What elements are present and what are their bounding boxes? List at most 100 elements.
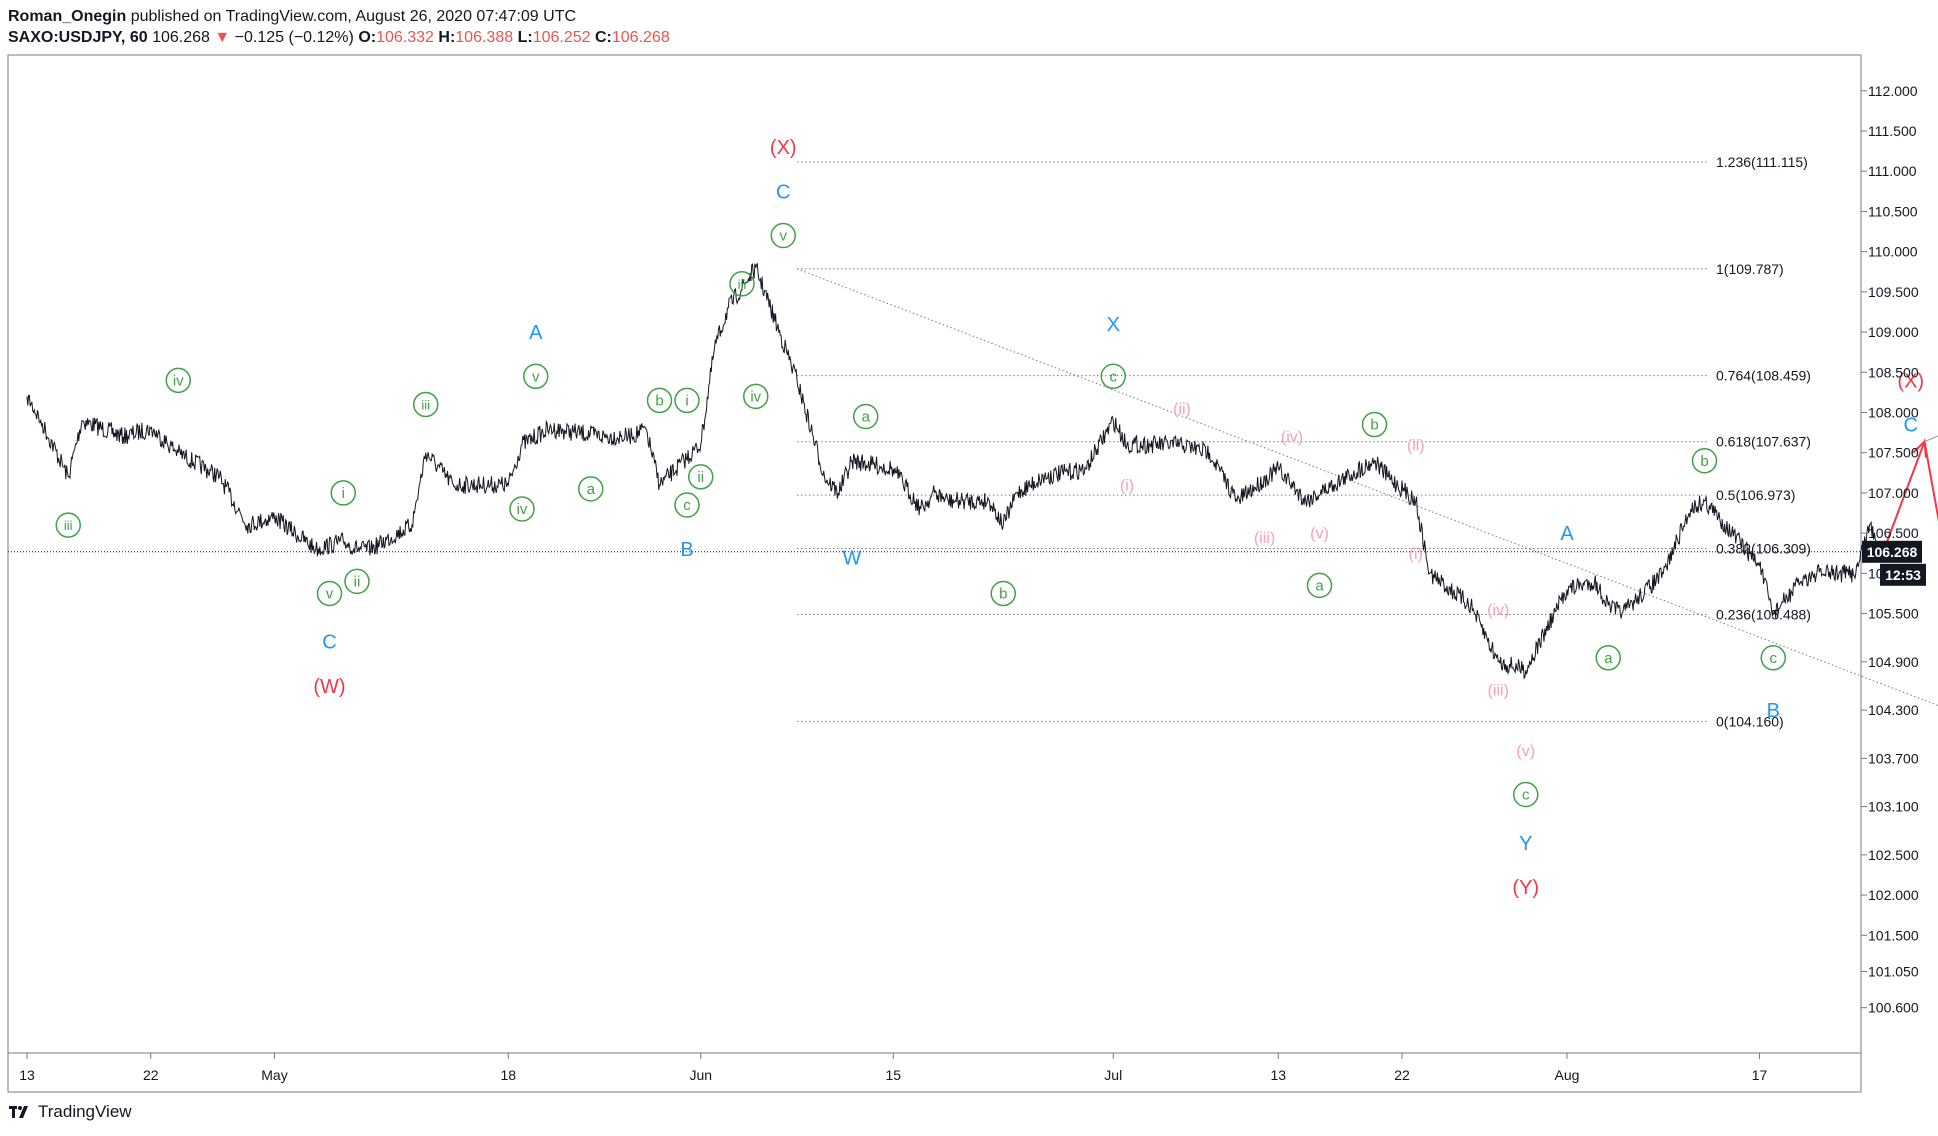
wave-label: (i) [1120, 477, 1134, 494]
publish-line: Roman_Onegin published on TradingView.co… [8, 6, 670, 27]
wave-label-circle [770, 222, 796, 249]
wave-label: (iii) [1254, 530, 1275, 547]
wave-label: b [1370, 417, 1378, 434]
open-value: 106.332 [376, 29, 434, 46]
footer: TradingView [8, 1102, 132, 1122]
chart-header: Roman_Onegin published on TradingView.co… [8, 6, 670, 48]
wave-label: a [1315, 577, 1324, 594]
price-tick-label: 107.000 [1868, 485, 1919, 501]
time-tick-label: 22 [1394, 1067, 1410, 1083]
wave-label: b [1700, 453, 1708, 470]
wave-label: c [1110, 368, 1118, 385]
wave-label: (Y) [1512, 877, 1539, 899]
wave-label: C [322, 632, 336, 654]
price-badges: 106.268 12:53 [1862, 540, 1926, 586]
change-value: −0.125 (−0.12%) [234, 29, 354, 46]
countdown-badge-bg [1880, 563, 1926, 586]
projection-path[interactable] [1882, 437, 1938, 899]
wave-label: (X) [1897, 370, 1924, 392]
wave-label: B [680, 539, 693, 561]
wave-label-circle [1760, 645, 1786, 671]
wave-label: W [843, 547, 862, 569]
wave-label: ii [354, 573, 361, 590]
wave-label: c [683, 497, 691, 514]
projection-arrowhead [1912, 439, 1927, 458]
price-tick-label: 104.900 [1868, 654, 1919, 670]
price-tick-label: 103.700 [1868, 750, 1919, 766]
trendline-group[interactable] [796, 268, 1938, 722]
wave-label: A [529, 322, 543, 344]
published-text: published on TradingView.com, August 26,… [130, 8, 577, 25]
wave-label: iii [64, 518, 73, 533]
time-tick-label: Jul [1104, 1067, 1122, 1083]
price-tick-label: 102.500 [1868, 847, 1919, 863]
wave-label: iii [738, 277, 747, 292]
wave-label: iv [750, 388, 761, 405]
price-tick-label: 100.600 [1868, 1000, 1919, 1016]
change-down-arrow-icon: ▼ [214, 29, 231, 46]
time-tick-label: 18 [500, 1067, 516, 1083]
price-tick-label: 109.000 [1868, 324, 1919, 340]
fib-level-label: 1.236(111.115) [1716, 154, 1808, 170]
wave-label: (i) [1409, 546, 1423, 563]
time-tick-label: 13 [1270, 1067, 1286, 1083]
price-tick-label: 101.050 [1868, 963, 1919, 979]
wave-label-circle [509, 496, 535, 522]
wave-label: c [1522, 787, 1530, 804]
wave-label-circle [729, 271, 755, 297]
author-name[interactable]: Roman_Onegin [8, 8, 127, 25]
wave-label-circle [674, 387, 700, 414]
wave-label: ii [697, 469, 704, 486]
wave-label: C [776, 181, 790, 203]
usdjpy-price-line [26, 262, 1884, 680]
last-price-badge-bg [1862, 540, 1922, 563]
price-axis[interactable]: 112.000 111.500 111.000 110.500 110.000 109.5… [1861, 83, 1919, 1016]
tradingview-logo-icon[interactable] [8, 1104, 32, 1120]
price-tick-label: 110.500 [1868, 203, 1918, 219]
high-value: 106.388 [455, 29, 514, 46]
price-tick-label: 112.000 [1868, 83, 1918, 99]
wave-label-circle [1691, 448, 1718, 474]
time-tick-label: 22 [143, 1067, 159, 1083]
wave-label: Y [1519, 833, 1532, 855]
wave-label: a [587, 481, 596, 498]
tradingview-brand[interactable]: TradingView [38, 1102, 132, 1121]
time-tick-label: 13 [19, 1067, 35, 1083]
wave-label-circle [330, 480, 356, 506]
wave-label-circle [413, 391, 439, 418]
wave-label: A [1560, 523, 1574, 545]
wave-label: (X) [770, 137, 797, 159]
symbol-label[interactable]: SAXO:USDJPY, 60 [8, 29, 148, 46]
price-tick-label: 110.000 [1868, 244, 1918, 260]
wave-label: (ii) [1173, 401, 1191, 418]
wave-label: C [1904, 415, 1918, 437]
time-tick-label: 17 [1752, 1067, 1768, 1083]
wave-label-circle [165, 367, 191, 394]
trendline[interactable] [796, 268, 1938, 722]
fib-level-label: 0.5(106.973) [1716, 487, 1795, 503]
time-tick-label: May [261, 1067, 287, 1083]
projection-group[interactable]: 107.637101.951X [1882, 408, 1938, 984]
wave-label-circle [523, 363, 549, 390]
wave-label: iv [173, 372, 184, 389]
wave-label: iii [421, 397, 430, 412]
fib-level-label: 0(104.160) [1716, 713, 1784, 729]
high-label: H: [438, 29, 456, 46]
fib-level-label: 0.618(107.637) [1716, 434, 1811, 450]
wave-label: X [1107, 314, 1120, 336]
price-tick-label: 103.100 [1868, 799, 1919, 815]
price-tick-label: 108.000 [1868, 404, 1919, 420]
wave-label-circle [990, 580, 1016, 607]
fibonacci-levels[interactable]: 1.236(111.115) 1(109.787) 0.764(108.459) 0.… [797, 154, 1811, 729]
symbol-line: SAXO:USDJPY, 60 106.268 ▼ −0.125 (−0.12%… [8, 27, 670, 48]
price-tick-label: 111.500 [1868, 123, 1917, 139]
close-value: 106.268 [611, 29, 670, 46]
wave-label-circle [646, 387, 673, 414]
price-series-group [8, 262, 1884, 680]
time-axis[interactable]: 1322May18Jun15Jul1322Aug17Sep14 [19, 1053, 1938, 1083]
wave-label: a [862, 409, 871, 426]
wave-label: (iv) [1487, 602, 1509, 619]
low-label: L: [517, 29, 533, 46]
